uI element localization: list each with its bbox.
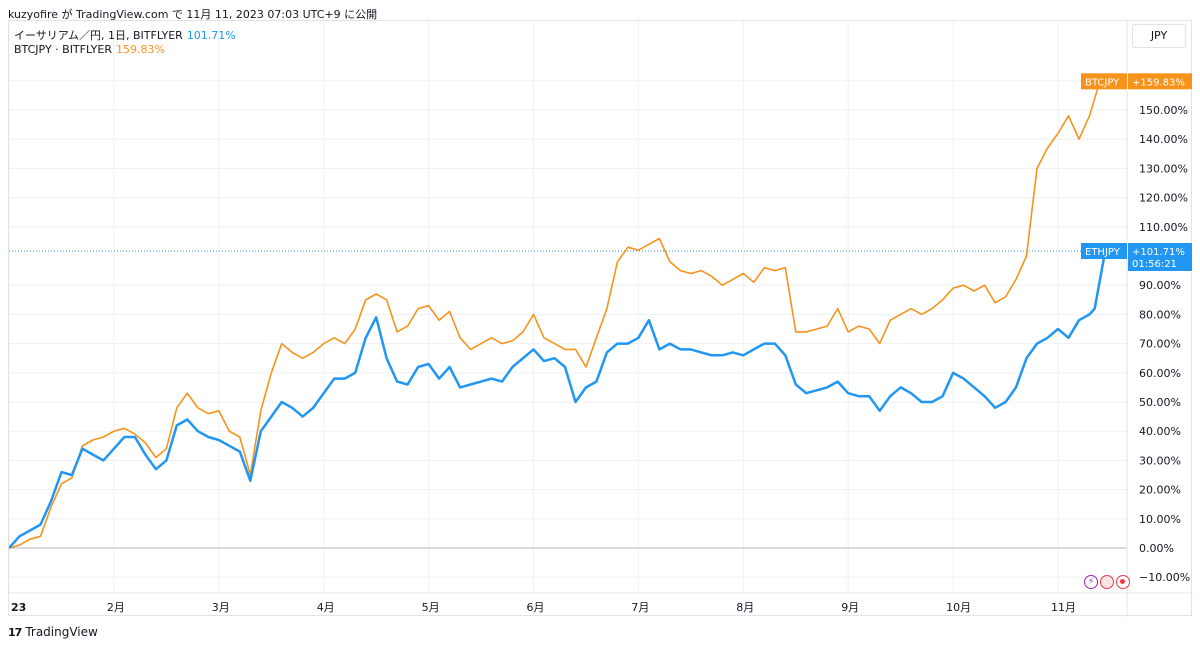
legend-compare-value: 159.83% xyxy=(115,43,165,56)
y-tick-label: 120.00% xyxy=(1139,192,1188,205)
x-tick-label: 5月 xyxy=(422,601,440,614)
y-tick-label: 30.00% xyxy=(1139,454,1181,467)
y-tick-label: 0.00% xyxy=(1139,542,1174,555)
x-tick-label: 6月 xyxy=(527,601,545,614)
x-tick-label: 9月 xyxy=(841,601,859,614)
x-tick-label: 10月 xyxy=(946,601,971,614)
bottom-icons: ⚡ xyxy=(1084,575,1130,589)
y-tick-label: −10.00% xyxy=(1139,571,1190,584)
y-tick-label: 110.00% xyxy=(1139,221,1188,234)
series-line-ethjpy[interactable] xyxy=(9,250,1107,549)
countdown-text: 01:56:21 xyxy=(1132,259,1177,270)
y-tick-label: 60.00% xyxy=(1139,367,1181,380)
series-name-tag-btcjpy[interactable] xyxy=(1081,73,1127,90)
x-tick-label: 8月 xyxy=(736,601,754,614)
series-name-text: ETHJPY xyxy=(1085,247,1121,258)
record-icon[interactable] xyxy=(1100,575,1114,589)
legend: イーサリアム／円, 1日, BITFLYER 101.71% BTCJPY · B… xyxy=(14,29,236,57)
series-name-text: BTCJPY xyxy=(1085,77,1120,88)
y-tick-label: 150.00% xyxy=(1139,104,1188,117)
tradingview-logo[interactable]: 17 TradingView xyxy=(8,625,98,639)
x-tick-label: 23 xyxy=(11,601,26,614)
x-tick-label: 2月 xyxy=(107,601,125,614)
y-tick-label: 130.00% xyxy=(1139,162,1188,175)
currency-button[interactable]: JPY xyxy=(1132,24,1186,48)
y-tick-label: 20.00% xyxy=(1139,484,1181,497)
legend-row-compare[interactable]: BTCJPY · BITFLYER 159.83% xyxy=(14,43,236,57)
y-tick-label: 50.00% xyxy=(1139,396,1181,409)
y-tick-label: 80.00% xyxy=(1139,308,1181,321)
legend-row-main[interactable]: イーサリアム／円, 1日, BITFLYER 101.71% xyxy=(14,29,236,43)
x-tick-label: 3月 xyxy=(212,601,230,614)
publish-caption: kuzyofire が TradingView.com で 11月 11, 20… xyxy=(8,8,378,21)
x-tick-label: 4月 xyxy=(317,601,335,614)
bolt-icon[interactable]: ⚡ xyxy=(1084,575,1098,589)
y-tick-label: 10.00% xyxy=(1139,513,1181,526)
y-tick-label: 140.00% xyxy=(1139,133,1188,146)
series-name-tag-ethjpy[interactable] xyxy=(1081,243,1127,260)
y-tick-label: 90.00% xyxy=(1139,279,1181,292)
series-value-badge-ethjpy xyxy=(1128,243,1192,272)
legend-compare-label: BTCJPY · BITFLYER xyxy=(14,43,112,56)
legend-main-label: イーサリアム／円, 1日, BITFLYER xyxy=(14,29,183,42)
y-tick-label: 70.00% xyxy=(1139,338,1181,351)
logo-text: TradingView xyxy=(25,625,98,639)
y-tick-label: 40.00% xyxy=(1139,425,1181,438)
record-icon[interactable] xyxy=(1116,575,1130,589)
logo-mark-icon: 17 xyxy=(8,625,22,639)
series-value-text: +159.83% xyxy=(1132,77,1185,88)
chart-frame[interactable]: −10.00% 0.00% 10.00% 20.00% 30.00% 40.00% 50.0… xyxy=(8,20,1193,617)
x-tick-label: 11月 xyxy=(1051,601,1076,614)
series-value-text: +101.71% xyxy=(1132,247,1185,258)
series-value-badge-btcjpy xyxy=(1128,73,1192,90)
chart-svg: −10.00% 0.00% 10.00% 20.00% 30.00% 40.00% 50.0… xyxy=(9,21,1193,617)
x-tick-label: 7月 xyxy=(631,601,649,614)
legend-main-value: 101.71% xyxy=(186,29,236,42)
series-line-btcjpy[interactable] xyxy=(9,80,1106,549)
